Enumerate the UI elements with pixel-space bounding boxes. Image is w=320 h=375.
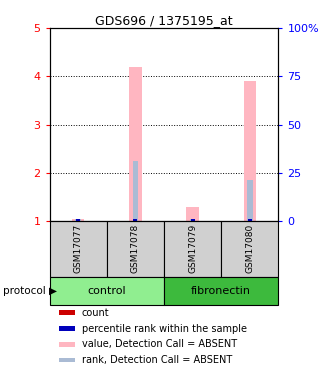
Bar xyxy=(164,277,278,304)
Text: protocol ▶: protocol ▶ xyxy=(3,286,57,296)
Bar xyxy=(132,161,138,221)
Bar xyxy=(247,180,253,221)
Text: rank, Detection Call = ABSENT: rank, Detection Call = ABSENT xyxy=(82,355,232,365)
Bar xyxy=(50,221,107,277)
Bar xyxy=(133,219,137,221)
Bar xyxy=(107,221,164,277)
Bar xyxy=(186,207,199,221)
Bar xyxy=(59,326,75,331)
Bar xyxy=(221,221,278,277)
Text: GSM17079: GSM17079 xyxy=(188,224,197,273)
Text: GSM17078: GSM17078 xyxy=(131,224,140,273)
Text: fibronectin: fibronectin xyxy=(191,286,251,296)
Bar xyxy=(164,221,221,277)
Bar xyxy=(72,219,84,221)
Bar xyxy=(76,219,80,221)
Text: value, Detection Call = ABSENT: value, Detection Call = ABSENT xyxy=(82,339,237,350)
Bar xyxy=(129,67,142,221)
Bar xyxy=(59,310,75,315)
Bar xyxy=(248,219,252,221)
Text: GSM17077: GSM17077 xyxy=(74,224,83,273)
Bar xyxy=(50,277,164,304)
Bar xyxy=(59,342,75,347)
Bar xyxy=(75,219,81,221)
Text: GSM17080: GSM17080 xyxy=(245,224,254,273)
Text: control: control xyxy=(87,286,126,296)
Title: GDS696 / 1375195_at: GDS696 / 1375195_at xyxy=(95,14,233,27)
Bar xyxy=(59,358,75,363)
Bar xyxy=(244,81,256,221)
Text: count: count xyxy=(82,308,109,318)
Bar xyxy=(191,219,195,221)
Text: percentile rank within the sample: percentile rank within the sample xyxy=(82,324,247,333)
Bar xyxy=(190,219,196,221)
